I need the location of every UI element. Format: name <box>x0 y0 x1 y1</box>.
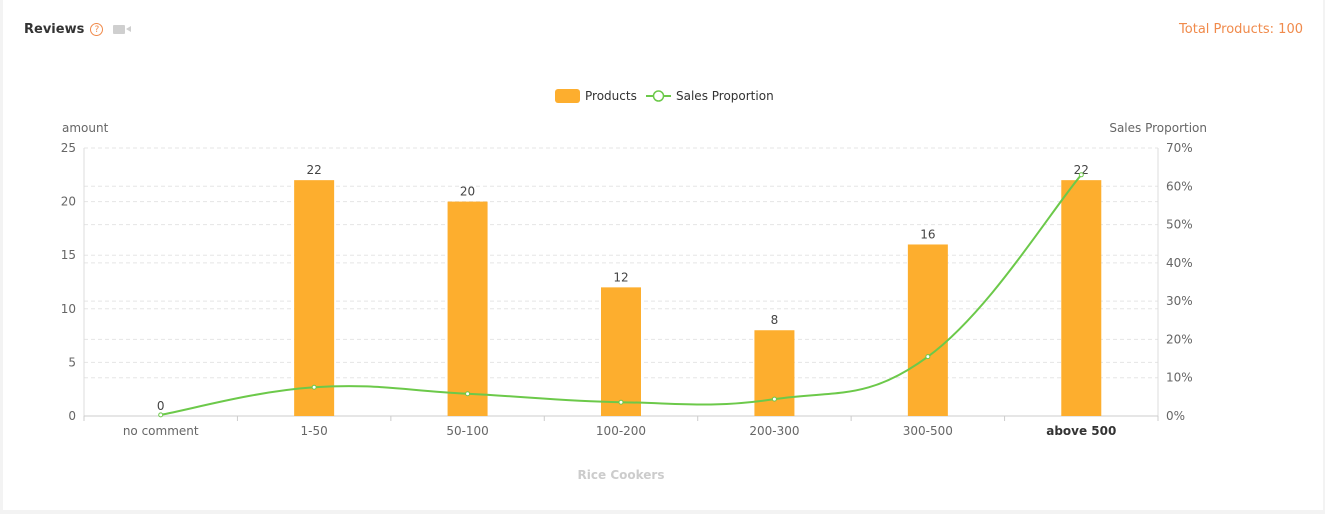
y2-tick-label: 20% <box>1166 332 1193 346</box>
bar-data-label: 12 <box>613 270 628 284</box>
y-tick-label: 5 <box>68 355 76 369</box>
line-point <box>618 399 624 405</box>
y-tick-label: 25 <box>61 141 76 155</box>
line-point <box>311 384 317 390</box>
x-tick-label: above 500 <box>1046 424 1116 438</box>
bar-data-label: 22 <box>307 163 322 177</box>
bar-data-label: 8 <box>771 313 779 327</box>
line-point <box>925 354 931 360</box>
y-tick-label: 10 <box>61 302 76 316</box>
bar-data-label: 20 <box>460 185 475 199</box>
line-point <box>771 396 777 402</box>
bar-data-label: 22 <box>1074 163 1089 177</box>
y2-tick-label: 30% <box>1166 294 1193 308</box>
x-tick-label: 100-200 <box>596 424 646 438</box>
card-title: Reviews <box>24 22 85 37</box>
bar-products <box>754 330 795 416</box>
line-point <box>158 412 164 418</box>
bar-data-label: 16 <box>920 227 935 241</box>
line-point <box>1078 172 1084 178</box>
x-tick-label: 50-100 <box>446 424 489 438</box>
legend-swatch-products[interactable] <box>555 89 580 103</box>
bar-products <box>294 180 335 416</box>
y2-tick-label: 0% <box>1166 409 1185 423</box>
total-products: Total Products: 100 <box>1179 22 1303 37</box>
card-header: Reviews ? <box>24 22 132 37</box>
y2-tick-label: 10% <box>1166 371 1193 385</box>
y2-tick-label: 50% <box>1166 218 1193 232</box>
bar-products <box>907 244 948 416</box>
help-circle-icon[interactable]: ? <box>90 23 104 36</box>
legend-swatch-marker[interactable] <box>652 90 665 102</box>
x-axis-title: Rice Cookers <box>578 468 665 482</box>
y2-tick-label: 60% <box>1166 179 1193 193</box>
legend-label-products[interactable]: Products <box>585 89 637 103</box>
bar-products <box>1061 180 1102 416</box>
line-point <box>465 391 471 397</box>
x-tick-label: no comment <box>123 424 199 438</box>
legend-label-sales[interactable]: Sales Proportion <box>676 89 774 103</box>
y-tick-label: 15 <box>61 248 76 262</box>
bar-data-label: 0 <box>157 399 165 413</box>
x-tick-label: 200-300 <box>749 424 799 438</box>
bar-products <box>447 201 488 416</box>
y-tick-label: 20 <box>61 195 76 209</box>
y2-axis-title: Sales Proportion <box>1109 121 1207 135</box>
y2-tick-label: 70% <box>1166 141 1193 155</box>
bar-products <box>601 287 641 416</box>
legend[interactable]: Products Sales Proportion <box>555 89 774 103</box>
y2-tick-label: 40% <box>1166 256 1193 270</box>
x-tick-label: 300-500 <box>903 424 953 438</box>
y-tick-label: 0 <box>68 409 76 423</box>
y-axis-title: amount <box>62 121 109 135</box>
video-camera-icon[interactable] <box>113 25 132 34</box>
x-tick-label: 1-50 <box>301 424 328 438</box>
